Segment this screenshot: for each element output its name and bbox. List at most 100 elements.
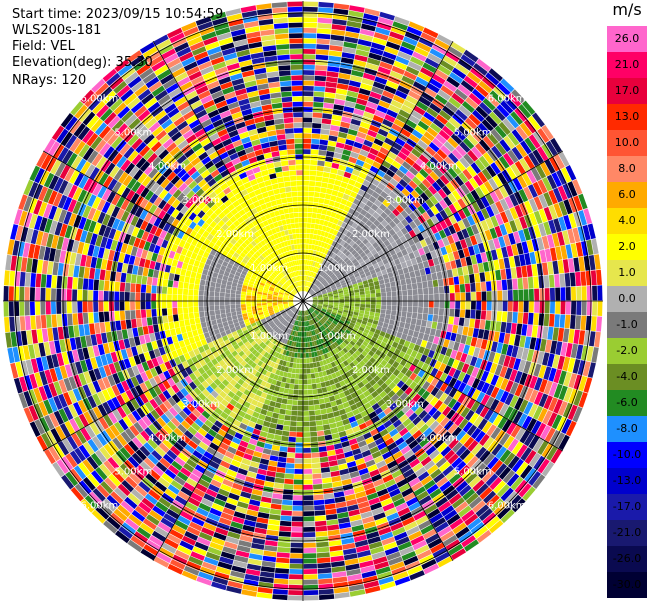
velocity-gate [435,370,443,380]
velocity-gate [370,502,382,511]
velocity-gate [334,353,340,360]
velocity-gate [482,512,497,526]
velocity-gate [389,319,395,326]
velocity-gate [550,301,555,314]
velocity-gate [288,436,296,443]
velocity-gate [314,240,319,246]
velocity-gate [257,331,263,337]
velocity-gate [353,486,365,494]
velocity-gate [348,466,359,473]
velocity-gate [532,149,544,164]
velocity-gate [306,260,310,266]
velocity-gate [509,395,519,408]
velocity-gate [401,188,411,197]
velocity-gate [366,322,373,327]
velocity-gate [330,168,338,175]
velocity-gate [375,304,381,309]
velocity-gate [344,100,356,108]
velocity-gate [34,372,43,387]
velocity-gate [200,566,216,576]
velocity-gate [352,186,360,194]
velocity-gate [462,373,471,384]
velocity-gate [185,366,193,376]
velocity-gate [517,312,524,324]
velocity-gate [483,181,494,193]
velocity-gate [333,491,345,498]
velocity-gate [387,236,395,244]
velocity-gate [473,525,489,539]
velocity-gate [495,200,505,213]
velocity-gate [485,473,499,487]
velocity-gate [292,505,303,511]
velocity-gate [358,171,367,180]
velocity-gate [453,211,462,222]
velocity-gate [534,301,540,313]
velocity-gate [513,231,521,244]
velocity-gate [465,472,478,484]
velocity-gate [357,347,364,354]
velocity-gate [224,451,235,459]
velocity-gate [195,483,208,493]
velocity-gate [303,416,310,422]
velocity-gate [355,255,362,261]
velocity-gate [198,414,208,424]
velocity-gate [325,238,331,244]
velocity-gate [120,349,128,360]
velocity-gate [188,336,196,345]
velocity-gate [352,352,359,359]
velocity-gate [543,221,552,236]
velocity-gate [318,588,334,595]
velocity-gate [230,301,236,305]
velocity-gate [368,183,377,191]
velocity-gate [318,144,328,151]
velocity-gate [190,399,199,409]
velocity-gate [355,370,363,377]
velocity-gate [258,506,271,514]
velocity-gate [548,382,558,397]
velocity-gate [161,492,175,504]
velocity-gate [309,282,313,288]
velocity-gate [296,315,299,321]
velocity-gate [203,469,215,479]
velocity-gate [306,331,309,337]
velocity-gate [509,382,519,395]
velocity-gate [242,329,249,335]
velocity-gate [7,347,15,364]
velocity-gate [119,291,125,301]
velocity-gate [153,395,163,406]
velocity-gate [373,280,380,286]
velocity-gate [409,372,418,381]
velocity-gate [305,326,308,332]
velocity-gate [398,483,411,493]
velocity-gate [451,164,462,175]
velocity-gate [284,473,294,479]
velocity-gate [234,432,244,440]
velocity-gate [178,340,186,348]
velocity-gate [221,317,228,323]
velocity-gate [427,243,435,252]
velocity-gate [256,401,264,409]
velocity-gate [415,338,423,346]
velocity-gate [511,498,526,513]
velocity-gate [149,509,163,522]
velocity-gate [87,473,100,488]
velocity-gate [400,104,413,114]
velocity-gate [471,291,476,301]
velocity-gate [407,295,413,301]
velocity-gate [19,301,25,316]
velocity-gate [219,390,227,399]
velocity-gate [314,329,318,335]
velocity-gate [316,208,323,214]
velocity-gate [320,319,325,324]
velocity-gate [408,412,418,422]
velocity-gate [246,306,252,310]
velocity-gate [443,534,458,547]
velocity-gate [455,480,469,493]
velocity-gate [545,140,558,156]
velocity-gate [25,315,31,331]
velocity-gate [201,527,215,537]
velocity-gate [314,261,318,267]
velocity-gate [377,571,393,580]
velocity-gate [488,260,495,271]
velocity-gate [158,382,167,393]
